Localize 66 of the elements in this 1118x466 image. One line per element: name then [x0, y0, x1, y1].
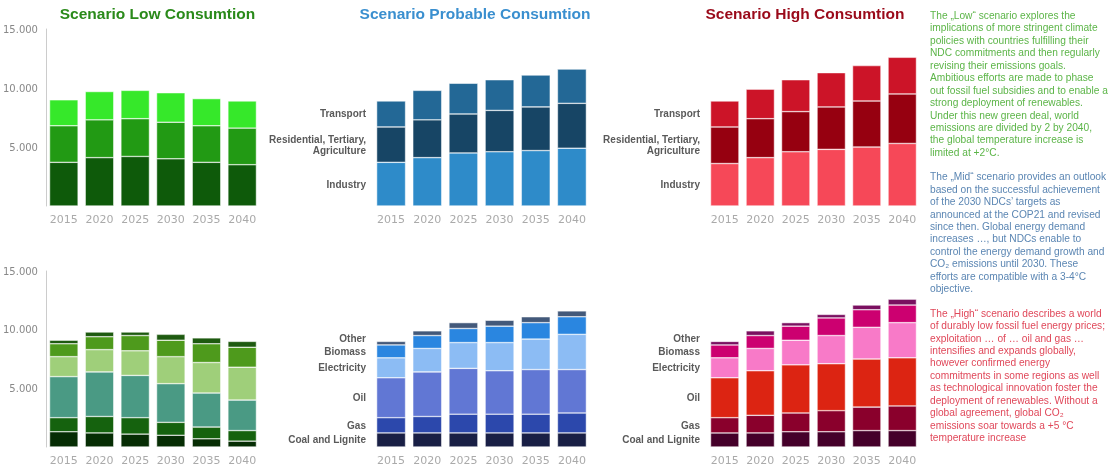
series-label: Biomass [324, 345, 367, 357]
x-tick-label: 2030 [817, 454, 846, 466]
series-label: Biomass [658, 345, 701, 357]
x-tick-label: 2025 [449, 213, 478, 226]
series-label: Coal and Lignite [288, 434, 367, 446]
x-tick-label: 2020 [413, 454, 442, 466]
x-tick-label: 2020 [85, 454, 114, 466]
x-tick-label: 2015 [49, 454, 78, 466]
x-tick-label: 2025 [449, 454, 478, 466]
series-label: Electricity [318, 362, 367, 374]
y-tick-label: 10.000 [2, 324, 38, 336]
x-tick-label: 2020 [746, 454, 775, 466]
x-tick-label: 2015 [377, 454, 406, 466]
x-tick-label: 2030 [156, 213, 185, 226]
x-tick-label: 2025 [121, 213, 150, 226]
series-label: Transport [653, 108, 701, 120]
chart-title: Scenario High Consumtion [705, 4, 905, 22]
series-label: Other [339, 333, 367, 345]
series-label: Other [673, 333, 701, 345]
series-label: Electricity [652, 362, 701, 374]
x-tick-label: 2040 [557, 454, 586, 466]
x-tick-label: 2030 [485, 454, 514, 466]
text: The „High“ scenario describes a world of durably low fossil fuel energy prices; exploitation … of … oil and gas … intensifies and expands globally, however confirmed energy commitments in some regions as well as technological innovation foster the deployment of renewables. Without a global agreement, global CO₂ emissions soar towards a +5 °C temperature increase [930, 307, 1105, 443]
x-tick-label: 2030 [485, 213, 514, 226]
x-tick-label: 2025 [121, 454, 150, 466]
series-label: Coal and Lignite [622, 434, 701, 446]
x-tick-label: 2020 [746, 213, 775, 226]
series-label: Industry [660, 179, 701, 191]
series-label: Residential, Tertiary, Agriculture [603, 134, 701, 157]
x-tick-label: 2040 [557, 213, 586, 226]
series-label: Residential, Tertiary, Agriculture [269, 133, 367, 156]
y-tick-label: 5.000 [9, 141, 38, 153]
x-tick-label: 2015 [377, 213, 406, 226]
chart-title: Scenario Low Consumtion [59, 4, 256, 22]
y-tick-label: 15.000 [2, 265, 38, 277]
series-label: Oil [686, 392, 701, 404]
x-tick-label: 2020 [413, 213, 442, 226]
x-tick-label: 2035 [852, 454, 881, 466]
series-label: Gas [681, 419, 701, 431]
x-tick-label: 2040 [888, 454, 917, 466]
x-tick-label: 2015 [49, 213, 78, 226]
x-tick-label: 2015 [710, 213, 739, 226]
x-tick-label: 2035 [852, 213, 881, 226]
y-tick-label: 5.000 [9, 382, 38, 394]
y-tick-label: 15.000 [2, 23, 38, 35]
series-label: Gas [347, 419, 367, 431]
x-tick-label: 2025 [781, 213, 810, 226]
x-tick-label: 2040 [228, 454, 257, 466]
series-label: Oil [352, 392, 367, 404]
text: The „Mid“ scenario provides an outlook based on the successful achievement of the 2030 NDCs’ targets as announced at the COP21 and revised since then. Global energy demand increases …, but NDCs enable to control the energy demand growth and CO₂ emissions until 2030. These efforts are compatible with a 3-4°C objective. [930, 171, 1107, 295]
x-tick-label: 2030 [817, 213, 846, 226]
series-label: Transport [319, 108, 367, 120]
series-label: Industry [326, 178, 367, 190]
x-tick-label: 2030 [156, 454, 185, 466]
y-tick-label: 10.000 [2, 82, 38, 94]
x-tick-label: 2025 [781, 454, 810, 466]
x-tick-label: 2035 [521, 213, 550, 226]
x-tick-label: 2015 [710, 454, 739, 466]
x-tick-label: 2035 [192, 454, 221, 466]
x-tick-label: 2040 [888, 213, 917, 226]
text: The „Low“ scenario explores the implications of more stringent climate policies with countries fulfilling their NDC commitments and then regularly revising their emissions goals. Ambitious efforts are made to phase out fossil fuel subsidies and to enable a strong deployment of renewables. Under this new green deal, world emissions are divided by 2 by 2040, the global temperature increase is limited at +2°C. [930, 10, 1108, 158]
x-tick-label: 2035 [192, 213, 221, 226]
chart-title: Scenario Probable Consumtion [359, 4, 591, 22]
x-tick-label: 2020 [85, 213, 114, 226]
x-tick-label: 2035 [521, 454, 550, 466]
x-tick-label: 2040 [228, 213, 257, 226]
